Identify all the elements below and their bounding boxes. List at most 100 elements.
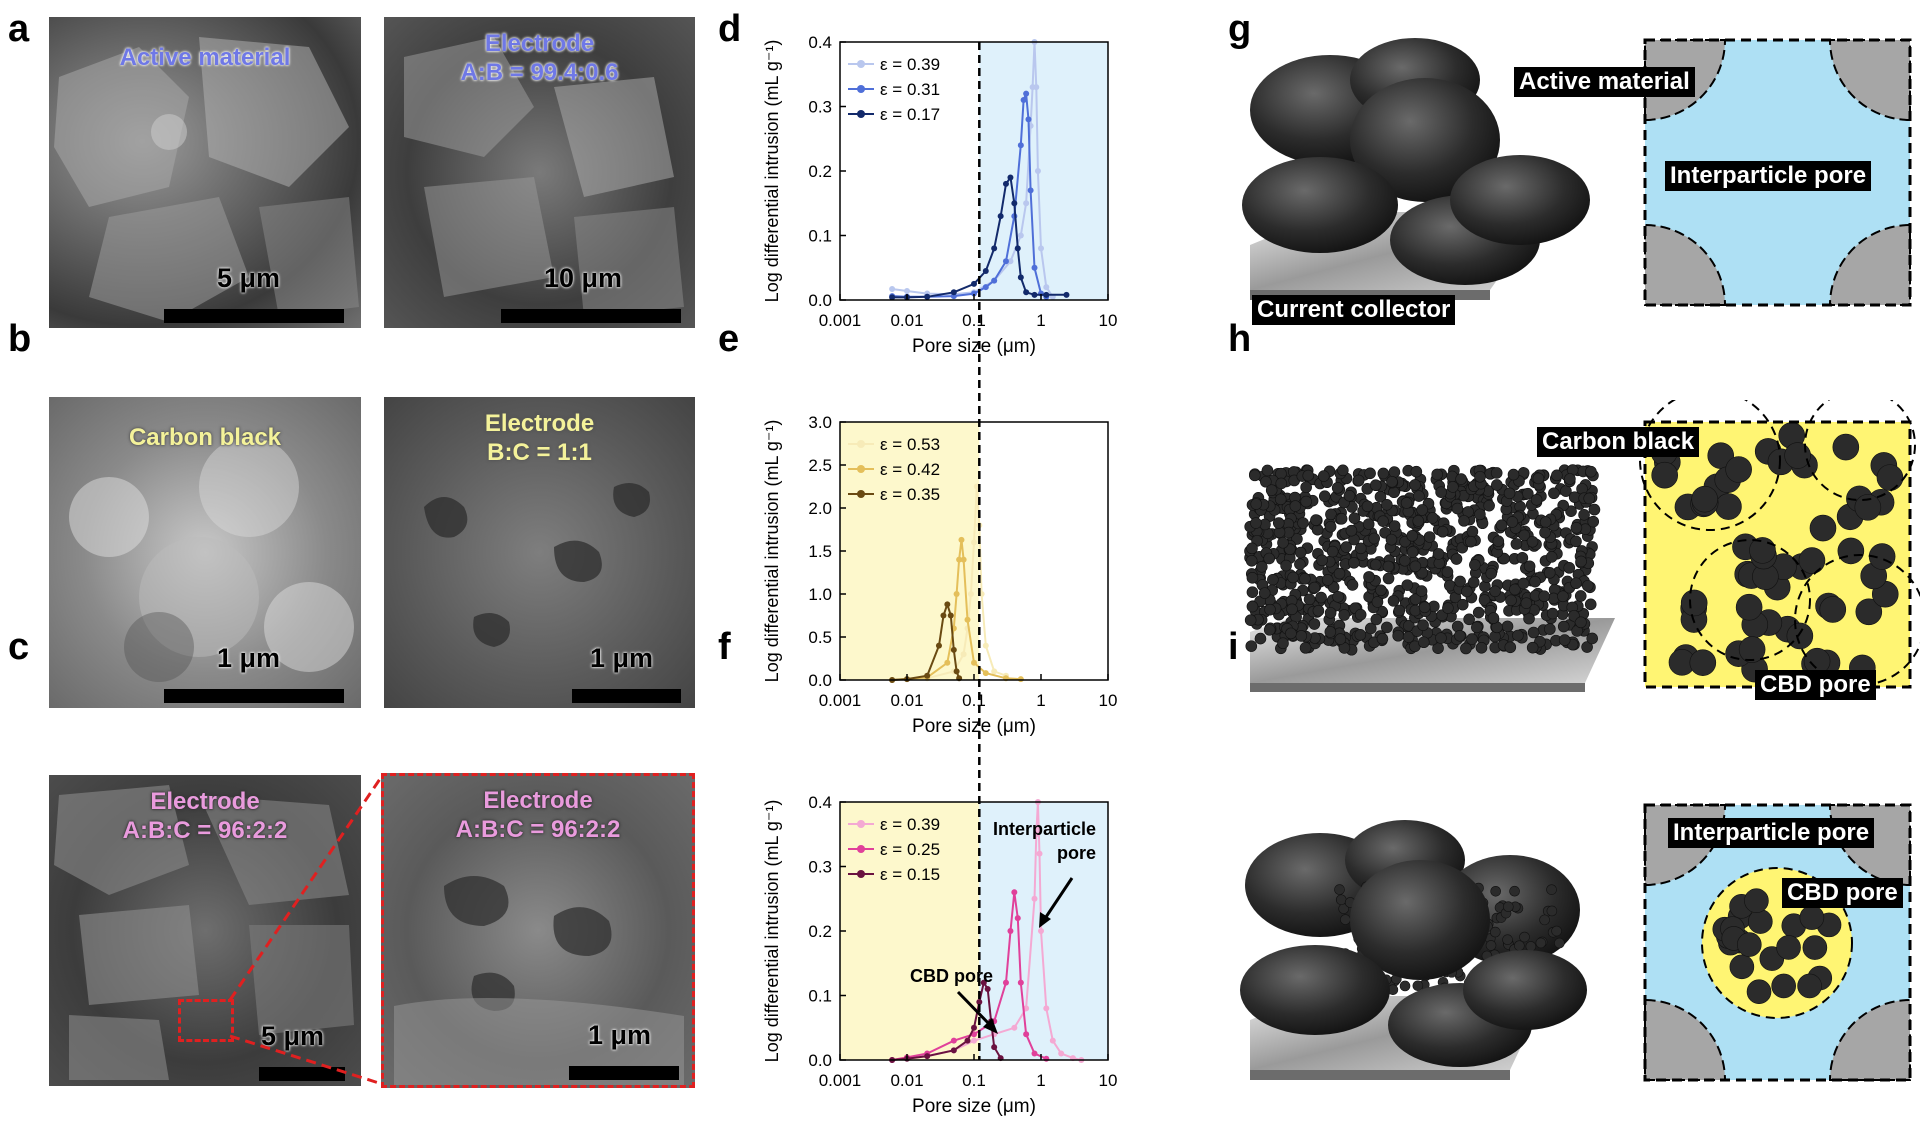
data-point — [950, 289, 957, 296]
cbd-particles — [1650, 422, 1904, 683]
label-current-collector: Current collector — [1252, 295, 1456, 325]
annotation-interparticle-pore: Interparticle — [993, 819, 1096, 839]
carbon-black-particle — [1798, 547, 1826, 574]
zoom-connector-lines — [228, 775, 384, 1086]
carbon-black-particle — [1548, 487, 1560, 500]
carbon-black-particle — [1387, 595, 1400, 607]
carbon-black-particle — [1299, 573, 1311, 585]
shaded-region — [840, 802, 980, 1060]
series-line — [891, 892, 1047, 1061]
x-tick-label: 0.001 — [819, 311, 862, 330]
data-point — [991, 668, 998, 675]
carbon-black-particle — [1412, 980, 1424, 992]
data-point — [980, 979, 987, 986]
data-point — [1033, 831, 1040, 838]
carbon-black-particle — [1503, 487, 1516, 500]
legend-marker — [857, 440, 865, 448]
sem-image-electrode-abc-zoom: Electrode A:B:C = 96:2:2 1 μm — [381, 773, 695, 1088]
sem-texture — [424, 483, 650, 647]
carbon-black-particle — [1300, 481, 1312, 494]
carbon-black-particle — [1855, 598, 1883, 626]
carbon-black-particle — [1423, 531, 1436, 543]
carbon-black-particle — [1362, 518, 1375, 530]
carbon-black-particle — [1518, 529, 1531, 542]
carbon-black-particle — [1318, 490, 1331, 503]
carbon-black-particle — [1475, 641, 1488, 654]
data-point — [924, 293, 931, 300]
carbon-black-particle — [1492, 535, 1505, 547]
data-point — [1002, 979, 1009, 986]
legend-marker — [857, 85, 865, 93]
carbon-black-particle — [1249, 469, 1261, 482]
carbon-black-particle — [1406, 546, 1419, 558]
x-tick-label: 10 — [1099, 1071, 1118, 1090]
carbon-black-particle — [1502, 934, 1513, 945]
carbon-black-particle — [1374, 490, 1387, 503]
carbon-black-particle — [1377, 515, 1389, 527]
active-particle — [1450, 155, 1590, 245]
carbon-black-particle — [1442, 602, 1454, 614]
carbon-black-particle — [1386, 476, 1398, 488]
y-tick-label: 0.5 — [808, 628, 832, 647]
data-point — [950, 1047, 957, 1054]
sem-label: Electrode A:B:C = 96:2:2 — [455, 787, 621, 843]
carbon-black-particle — [1539, 516, 1552, 528]
sem-image-active-material: Active material 5 μm — [49, 17, 361, 328]
carbon-black-particle — [1280, 559, 1292, 572]
carbon-black-particle — [1585, 465, 1597, 478]
carbon-black-particle — [1340, 914, 1351, 925]
carbon-black-particle — [1338, 609, 1351, 621]
carbon-black-particle — [1509, 583, 1521, 596]
carbon-black-particle — [1412, 515, 1425, 527]
carbon-black-particle — [1415, 585, 1428, 597]
y-tick-label: 2.5 — [808, 456, 832, 475]
annotation-arrowhead — [1039, 912, 1051, 928]
y-tick-label: 0.2 — [808, 922, 832, 941]
carbon-black-particle — [1539, 526, 1551, 539]
data-point — [1014, 245, 1021, 252]
data-point — [1002, 258, 1009, 265]
y-tick-label: 3.0 — [808, 413, 832, 432]
carbon-black-particle — [1746, 979, 1772, 1005]
x-tick-label: 1 — [1036, 311, 1045, 330]
carbon-black-particle — [1809, 514, 1837, 542]
carbon-black-particle — [1545, 551, 1558, 563]
carbon-black-particle — [1393, 604, 1406, 617]
label-cbd-pore: CBD pore — [1782, 878, 1903, 908]
carbon-black-particle — [1776, 935, 1801, 960]
carbon-black-particle — [1554, 937, 1565, 949]
carbon-black-particle — [1324, 626, 1337, 638]
carbon-black-particle — [1581, 641, 1593, 653]
y-tick-label: 0.0 — [808, 671, 832, 690]
carbon-black-particle — [1450, 553, 1463, 565]
label-carbon-black: Carbon black — [1537, 427, 1700, 457]
data-point — [1011, 200, 1018, 207]
legend-label: ε = 0.42 — [880, 460, 940, 479]
data-point — [1031, 264, 1038, 271]
sem-texture — [69, 437, 354, 682]
carbon-black-particle — [1325, 508, 1337, 521]
carbon-black-particle — [1321, 574, 1334, 586]
carbon-black-particle — [1546, 884, 1557, 895]
data-point — [971, 1037, 977, 1044]
carbon-black-particle — [1388, 520, 1401, 532]
carbon-black-particle — [1363, 571, 1375, 583]
data-point — [1023, 90, 1030, 97]
carbon-black-particle — [1332, 591, 1344, 603]
carbon-black-particle — [1352, 474, 1365, 487]
carbon-black-particle — [1246, 586, 1259, 598]
carbon-black-particle — [1287, 571, 1299, 584]
data-point — [940, 612, 947, 619]
legend-label: ε = 0.25 — [880, 840, 940, 859]
carbon-black-particle — [1565, 505, 1577, 517]
carbon-black-particle — [1525, 941, 1537, 952]
scale-bar-label: 10 μm — [544, 263, 623, 293]
carbon-black-particle — [1691, 485, 1718, 513]
carbon-black-particle — [1272, 517, 1285, 529]
data-point — [960, 651, 967, 658]
y-axis-label: Log differential intrusion (mL g⁻¹) — [762, 40, 782, 303]
carbon-black-particle — [1277, 637, 1289, 650]
data-point — [1017, 142, 1024, 149]
label-active-material: Active material — [1514, 67, 1695, 97]
data-point — [982, 642, 989, 649]
